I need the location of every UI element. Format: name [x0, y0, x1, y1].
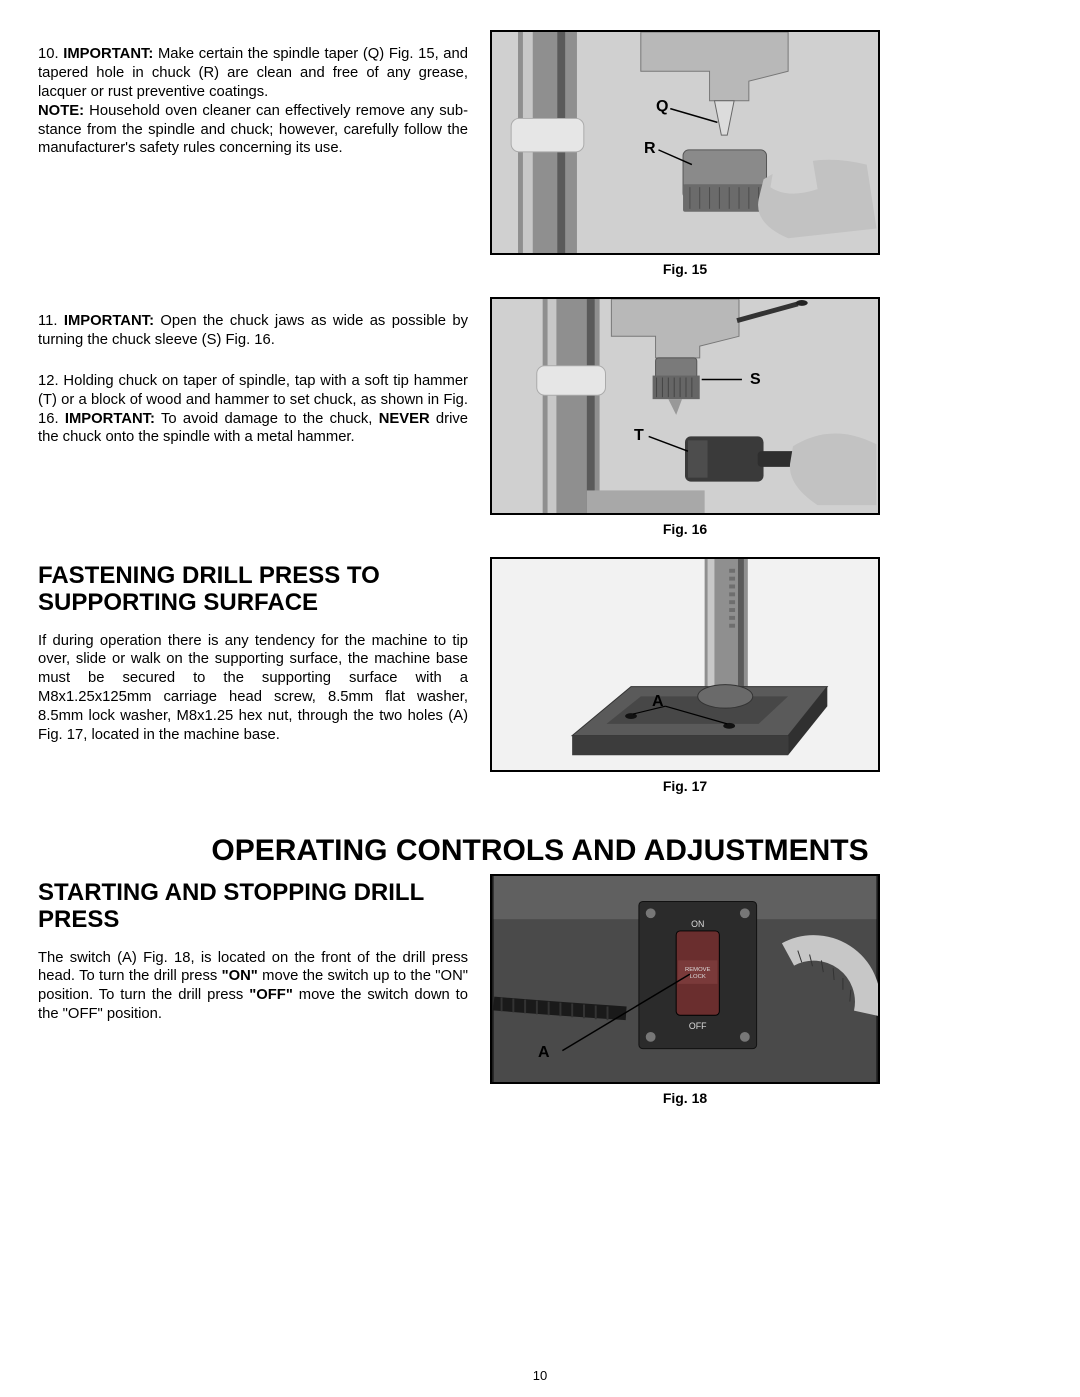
svg-text:OFF: OFF	[689, 1021, 707, 1031]
figure-18: ON OFF REMOVE LOCK A	[490, 874, 880, 1084]
step-10: 10. IMPORTANT: Make certain the spindle …	[38, 45, 468, 159]
figure-15-caption: Fig. 15	[490, 261, 880, 277]
figure-16-caption: Fig. 16	[490, 521, 880, 537]
label-s: S	[750, 371, 761, 389]
step12-prefix: 12.	[38, 373, 63, 389]
figure-17-caption: Fig. 17	[490, 778, 880, 794]
step10-important: IMPORTANT:	[63, 46, 153, 62]
label-a17: A	[652, 693, 664, 711]
step12-important: IMPORTANT:	[65, 411, 155, 427]
fastening-heading: FASTENING DRILL PRESS TO SUPPORTING SURF…	[38, 563, 468, 617]
page-number: 10	[0, 1368, 1080, 1383]
step-12: 12. Holding chuck on taper of spindle, t…	[38, 372, 468, 448]
figure-16: S T	[490, 297, 880, 515]
label-t: T	[634, 427, 644, 445]
figure-18-caption: Fig. 18	[490, 1090, 880, 1106]
step10-note: NOTE:	[38, 103, 84, 119]
step12-text2: To avoid damage to the chuck,	[155, 411, 379, 427]
starting-text: The switch (A) Fig. 18, is located on th…	[38, 949, 468, 1025]
operating-heading: OPERATING CONTROLS AND ADJUSTMENTS	[38, 834, 1042, 868]
step10-text2: Household oven cleaner can effectively r…	[38, 103, 468, 157]
step12-never: NEVER	[379, 411, 430, 427]
svg-text:ON: ON	[691, 919, 704, 929]
step11-prefix: 11.	[38, 313, 64, 329]
label-a18: A	[538, 1044, 550, 1062]
starting-off: "OFF"	[249, 987, 293, 1003]
step11-important: IMPORTANT:	[64, 313, 154, 329]
svg-text:LOCK: LOCK	[690, 974, 706, 980]
figure-15: Q R	[490, 30, 880, 255]
fastening-text: If during operation there is any tendenc…	[38, 632, 468, 746]
starting-heading: STARTING AND STOPPING DRILL PRESS	[38, 880, 468, 934]
label-r: R	[644, 140, 656, 158]
svg-text:REMOVE: REMOVE	[685, 967, 711, 973]
starting-on: "ON"	[222, 968, 258, 984]
step10-prefix: 10.	[38, 46, 63, 62]
step-11: 11. IMPORTANT: Open the chuck jaws as wi…	[38, 312, 468, 350]
label-q: Q	[656, 98, 668, 116]
figure-17: A	[490, 557, 880, 772]
